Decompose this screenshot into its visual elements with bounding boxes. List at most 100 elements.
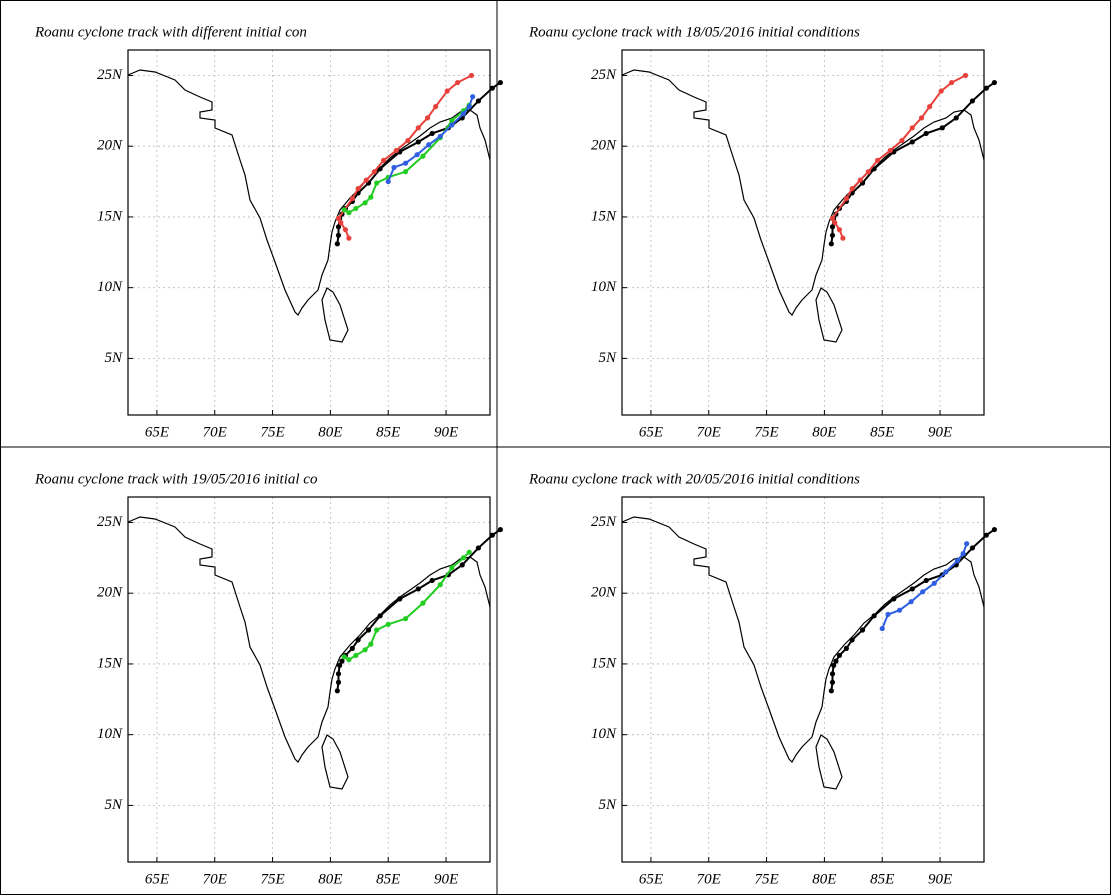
coastline xyxy=(621,516,985,763)
x-tick-label: 90E xyxy=(928,871,952,887)
panel: Roanu cyclone track with different initi… xyxy=(34,24,504,440)
track-point xyxy=(849,637,855,643)
track-point xyxy=(391,164,397,171)
panel-title: Roanu cyclone track with different initi… xyxy=(34,24,307,40)
track-point xyxy=(374,180,380,186)
track-point xyxy=(377,613,383,619)
track-point xyxy=(943,569,949,575)
x-tick-label: 85E xyxy=(870,871,894,887)
x-tick-label: 65E xyxy=(145,424,169,440)
panel: Roanu cyclone track with 19/05/2016 init… xyxy=(34,471,504,887)
x-tick-label: 85E xyxy=(376,424,400,440)
track-point xyxy=(420,600,426,606)
track-point xyxy=(829,671,836,677)
track-point xyxy=(954,558,960,564)
track-point xyxy=(339,658,345,664)
track-point xyxy=(334,688,340,694)
track-point xyxy=(444,88,450,94)
track-point xyxy=(460,111,466,117)
x-tick-label: 85E xyxy=(870,424,894,440)
coastline xyxy=(127,69,491,316)
track-point xyxy=(341,207,347,213)
panel-title: Roanu cyclone track with 20/05/2016 init… xyxy=(528,471,860,487)
y-tick-label: 25N xyxy=(97,514,123,530)
track-point xyxy=(874,157,881,163)
track-line xyxy=(387,96,474,182)
track-point xyxy=(927,103,933,110)
track-point xyxy=(380,157,387,163)
track-point xyxy=(342,227,349,233)
track-point xyxy=(362,647,368,653)
track-point xyxy=(415,139,421,145)
track-point xyxy=(828,241,834,247)
track-point xyxy=(489,85,495,91)
x-tick-label: 75E xyxy=(754,871,778,887)
track-point xyxy=(368,641,374,647)
track-point xyxy=(468,72,475,79)
track-point xyxy=(865,169,871,175)
track-point xyxy=(429,577,435,584)
coastline xyxy=(815,734,843,790)
track-line xyxy=(336,81,501,244)
track-point xyxy=(829,215,836,221)
track-point xyxy=(363,177,369,183)
track-point xyxy=(337,662,343,668)
track-point xyxy=(374,627,380,633)
track-point xyxy=(843,645,849,651)
y-tick-label: 5N xyxy=(104,350,123,366)
x-tick-label: 65E xyxy=(639,424,663,440)
track-line xyxy=(831,74,966,239)
track-point xyxy=(349,195,355,202)
track-point xyxy=(355,186,361,192)
track-point xyxy=(857,177,863,183)
panel-title: Roanu cyclone track with 19/05/2016 init… xyxy=(34,471,318,487)
track-point xyxy=(429,130,435,137)
y-tick-label: 20N xyxy=(97,585,123,601)
track-point xyxy=(953,115,959,121)
track-point xyxy=(349,645,355,651)
x-tick-label: 85E xyxy=(376,871,400,887)
track-point xyxy=(368,194,374,200)
track-point xyxy=(983,532,989,538)
track-point xyxy=(346,235,352,241)
track-point xyxy=(833,658,839,664)
track-point xyxy=(335,232,342,238)
track-point xyxy=(475,545,482,551)
track-line xyxy=(830,81,995,244)
track-point xyxy=(433,103,439,110)
track-point xyxy=(497,526,504,533)
y-tick-label: 5N xyxy=(598,350,617,366)
y-tick-label: 10N xyxy=(591,726,617,742)
coastline xyxy=(321,734,349,790)
plot-frame xyxy=(127,49,491,416)
track-point xyxy=(885,611,891,618)
track-line xyxy=(337,74,472,239)
track-point xyxy=(362,200,368,206)
track-point xyxy=(836,227,843,233)
track-point xyxy=(415,586,421,592)
y-tick-label: 15N xyxy=(591,655,617,671)
x-tick-label: 70E xyxy=(697,871,721,887)
track-point xyxy=(832,219,838,226)
coastline xyxy=(621,69,985,316)
track-point xyxy=(397,596,403,602)
track-point xyxy=(991,79,998,86)
track-point xyxy=(437,582,443,588)
panel: Roanu cyclone track with 18/05/2016 init… xyxy=(528,24,998,440)
track-point xyxy=(402,616,409,622)
track-point xyxy=(466,103,472,110)
track-point xyxy=(449,122,455,128)
track-point xyxy=(385,621,391,627)
track-point xyxy=(353,205,359,212)
track-point xyxy=(949,79,955,86)
track-point xyxy=(335,215,342,221)
x-tick-label: 70E xyxy=(203,871,227,887)
x-tick-label: 70E xyxy=(697,424,721,440)
y-tick-label: 15N xyxy=(591,208,617,224)
y-tick-label: 10N xyxy=(97,726,123,742)
y-tick-label: 25N xyxy=(591,514,617,530)
track-line xyxy=(336,528,501,691)
track-point xyxy=(338,219,344,226)
track-point xyxy=(908,599,914,605)
